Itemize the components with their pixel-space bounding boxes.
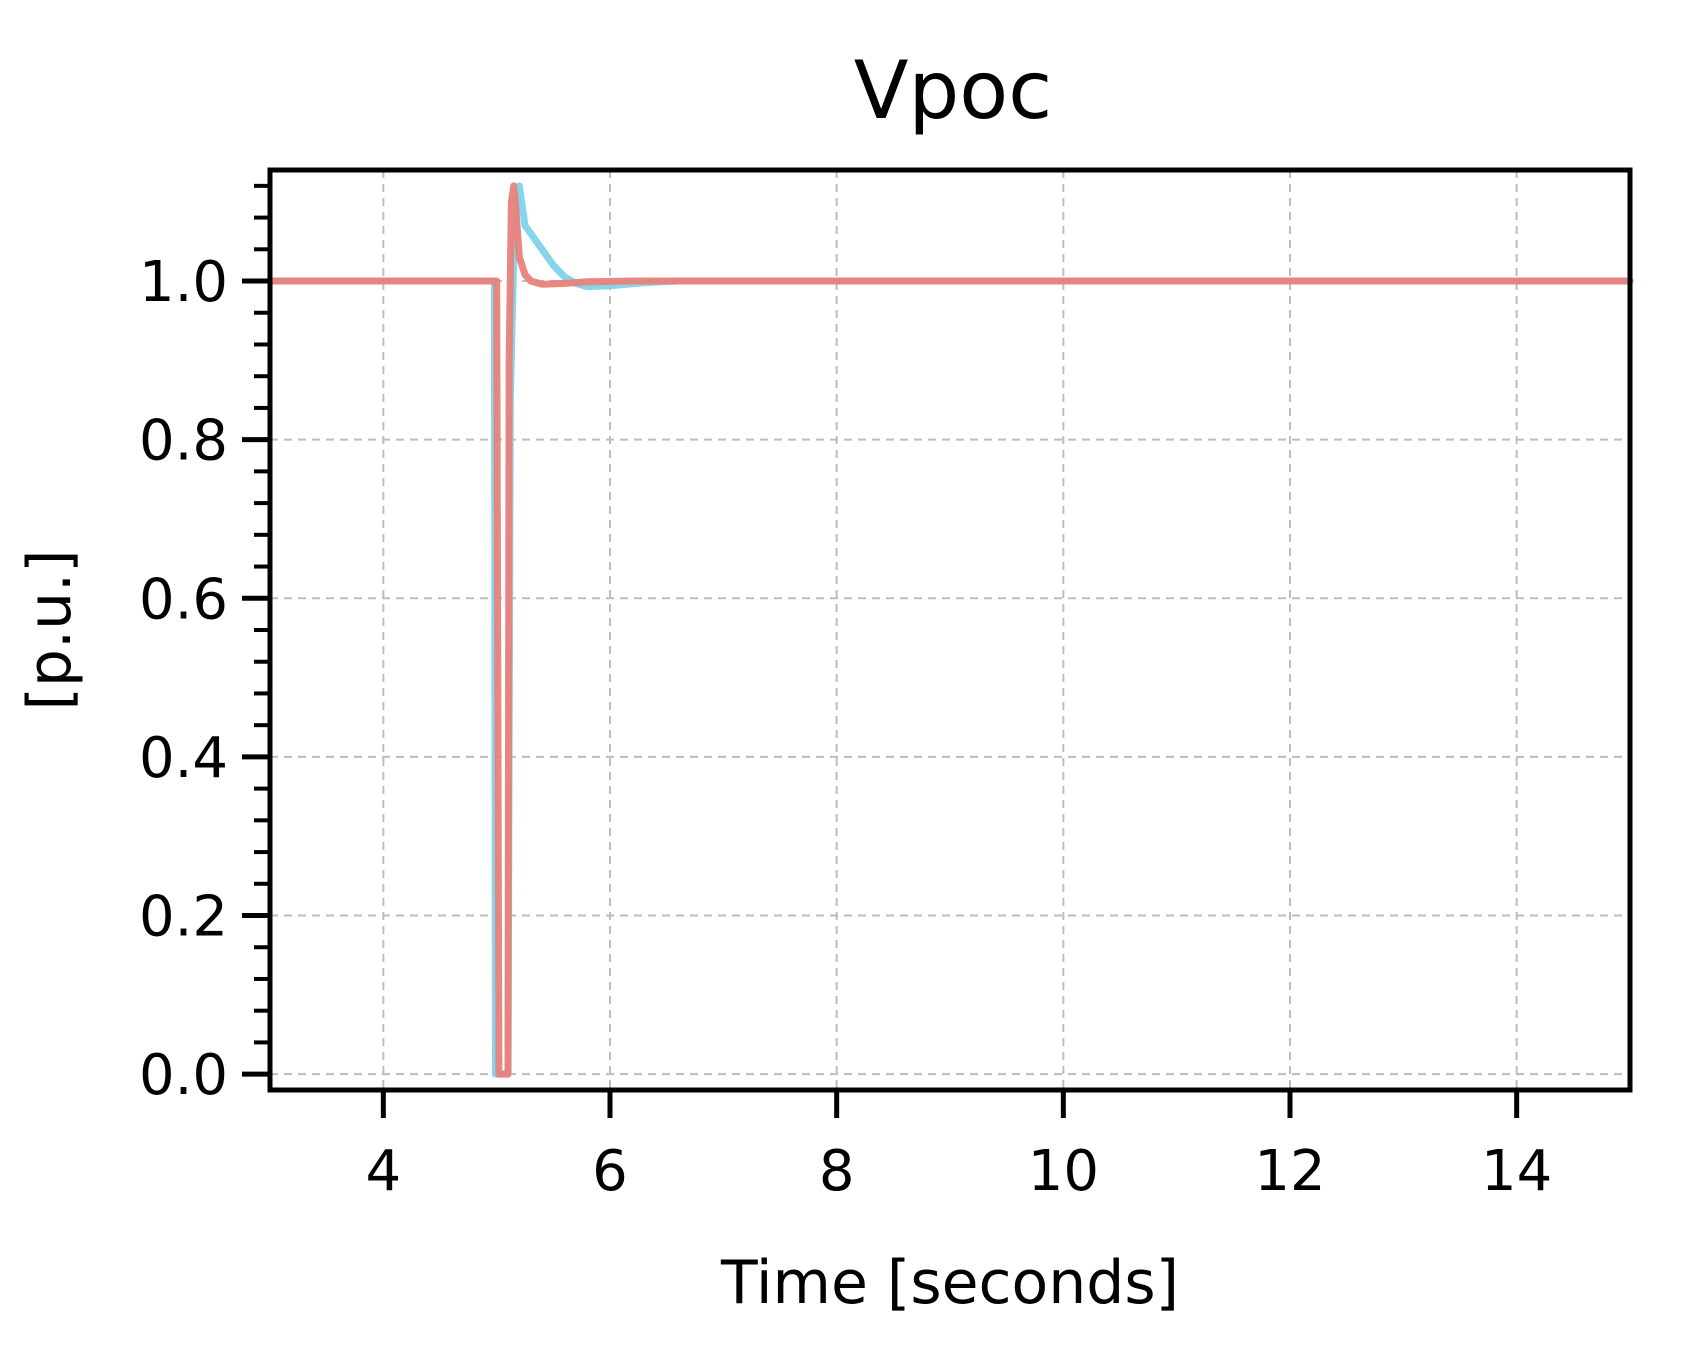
series-line-1 bbox=[266, 182, 1634, 1078]
grid-layer bbox=[270, 170, 1630, 1090]
x-axis-label: Time [seconds] bbox=[720, 1248, 1179, 1318]
x-tick-label-6: 6 bbox=[592, 1139, 628, 1204]
series-line-2 bbox=[266, 182, 1634, 1078]
y-tick-label-0.0: 0.0 bbox=[139, 1043, 228, 1108]
x-tick-label-14: 14 bbox=[1481, 1139, 1552, 1204]
tick-layer: 4 6 8 10 12 14 0.0 0.2 0.4 0.6 0.8 1.0 bbox=[139, 183, 1552, 1204]
y-tick-label-0.8: 0.8 bbox=[139, 409, 228, 474]
series-layer bbox=[266, 182, 1634, 1078]
x-tick-label-8: 8 bbox=[819, 1139, 855, 1204]
chart-title: Vpoc bbox=[854, 44, 1052, 137]
plot-area-frame bbox=[267, 167, 1633, 1093]
y-tick-label-0.6: 0.6 bbox=[139, 567, 228, 632]
y-tick-label-0.4: 0.4 bbox=[139, 726, 228, 791]
x-tick-label-12: 12 bbox=[1254, 1139, 1325, 1204]
y-axis-label: [p.u.] bbox=[15, 549, 85, 710]
x-tick-label-4: 4 bbox=[366, 1139, 402, 1204]
y-tick-label-1.0: 1.0 bbox=[139, 250, 228, 315]
x-tick-label-10: 10 bbox=[1028, 1139, 1099, 1204]
y-tick-label-0.2: 0.2 bbox=[139, 885, 228, 950]
